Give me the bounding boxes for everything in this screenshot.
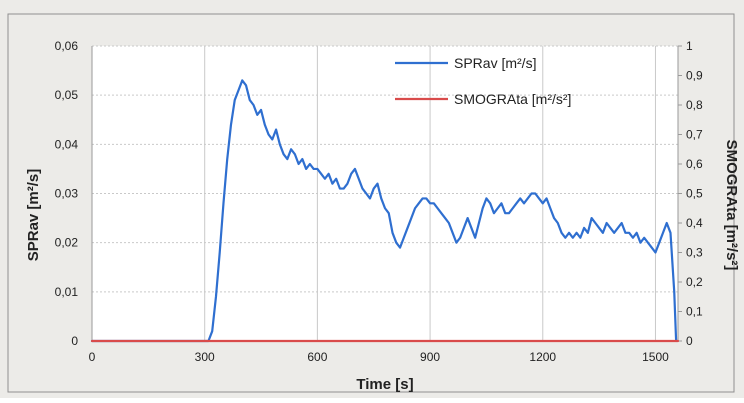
y2-tick-label: 0,5	[686, 187, 703, 201]
y2-tick-label: 0,9	[686, 69, 703, 83]
sprav-series-line	[90, 79, 678, 343]
y-tick-label: 0,03	[55, 187, 79, 201]
series-layer	[90, 79, 680, 343]
x-tick-label: 0	[89, 350, 96, 364]
y-axis-label-right: SMOGRAta [m²/s²]	[723, 140, 740, 271]
legend-label-sprav: SPRav [m²/s]	[454, 55, 536, 71]
y-tick-label: 0	[71, 334, 78, 348]
x-axis-label: Time [s]	[356, 376, 413, 393]
y2-tick-label: 1	[686, 39, 693, 53]
y2-tick-label: 0,7	[686, 128, 703, 142]
y2-tick-label: 0,1	[686, 305, 703, 319]
x-tick-label: 900	[420, 350, 440, 364]
tick-labels: 0 300 600 900 1200 1500 0 0,01 0,02 0,03 0,04 0,05 0…	[55, 39, 703, 364]
y2-tick-label: 0	[686, 334, 693, 348]
y-axis-label-left: SPRav [m²/s]	[25, 169, 42, 262]
x-tick-label: 1500	[642, 350, 669, 364]
y-tick-label: 0,04	[55, 137, 79, 151]
legend-label-smogra: SMOGRAta [m²/s²]	[454, 91, 571, 107]
x-tick-label: 300	[195, 350, 215, 364]
y2-tick-label: 0,4	[686, 216, 703, 230]
y-tick-label: 0,01	[55, 285, 79, 299]
x-tick-label: 600	[307, 350, 327, 364]
chart-frame	[7, 13, 735, 393]
y-tick-label: 0,06	[55, 39, 79, 53]
legend: SPRav [m²/s] SMOGRAta [m²/s²]	[395, 55, 571, 107]
x-tick-label: 1200	[529, 350, 556, 364]
y-tick-label: 0,05	[55, 88, 79, 102]
y2-tick-label: 0,2	[686, 275, 703, 289]
y2-tick-label: 0,8	[686, 98, 703, 112]
grid-lines	[92, 45, 678, 341]
y-tick-label: 0,02	[55, 236, 79, 250]
y2-tick-label: 0,3	[686, 246, 703, 260]
y2-tick-label: 0,6	[686, 157, 703, 171]
